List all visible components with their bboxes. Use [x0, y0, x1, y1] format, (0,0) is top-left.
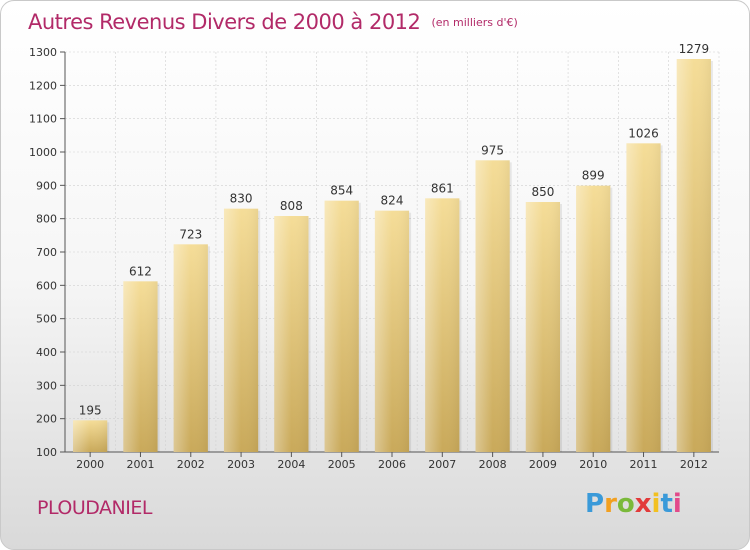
x-tick-label: 2011 [630, 458, 658, 471]
bar-highlight [626, 143, 661, 453]
y-tick-label: 1000 [29, 146, 57, 159]
chart-title: Autres Revenus Divers de 2000 à 2012 [28, 10, 421, 34]
x-tick-label: 2012 [680, 458, 708, 471]
x-tick-label: 2010 [579, 458, 607, 471]
data-label: 861 [431, 181, 454, 195]
bar-highlight [73, 420, 108, 452]
x-tick-label: 2003 [227, 458, 255, 471]
y-tick-label: 1100 [29, 113, 57, 126]
data-label: 612 [129, 264, 152, 278]
y-tick-label: 100 [36, 446, 57, 459]
y-tick-label: 500 [36, 313, 57, 326]
y-tick-label: 800 [36, 213, 57, 226]
bar-highlight [525, 202, 561, 452]
logo-letter: x [634, 489, 652, 519]
bar-highlight [374, 210, 410, 452]
y-tick-label: 700 [36, 246, 57, 259]
bar-highlight [123, 281, 158, 452]
bar-layer [73, 59, 713, 453]
bar-highlight [173, 244, 208, 452]
data-label: 195 [79, 403, 102, 417]
logo-letter: i [672, 489, 682, 519]
x-tick-label: 2004 [277, 458, 305, 471]
y-tick-label: 300 [36, 379, 57, 392]
x-tick-label: 2001 [126, 458, 154, 471]
y-tick-label: 900 [36, 179, 57, 192]
bar-highlight [223, 208, 259, 452]
logo-letter: t [660, 489, 673, 519]
data-label: 975 [481, 143, 504, 157]
proxiti-logo[interactable]: Proxiti [585, 489, 682, 519]
bar-highlight [324, 200, 359, 452]
y-tick-label: 1200 [29, 79, 57, 92]
chart-title-line: Autres Revenus Divers de 2000 à 2012 (en… [28, 10, 518, 34]
y-tick-label: 200 [36, 413, 57, 426]
data-label: 1279 [679, 42, 710, 56]
y-tick-label: 1300 [29, 46, 57, 59]
data-label: 854 [330, 184, 353, 198]
bar-highlight [676, 59, 711, 452]
data-label: 830 [230, 192, 253, 206]
bar-highlight [475, 160, 510, 453]
x-tick-label: 2009 [529, 458, 557, 471]
data-label: 723 [179, 227, 202, 241]
data-label: 899 [582, 169, 605, 183]
logo-letter: o [616, 489, 635, 519]
logo-letter: i [651, 489, 661, 519]
data-label: 808 [280, 199, 303, 213]
commune-name: PLOUDANIEL [37, 497, 152, 519]
x-tick-label: 2007 [428, 458, 456, 471]
bar-highlight [576, 185, 611, 452]
x-tick-label: 2000 [76, 458, 104, 471]
logo-letter: P [585, 489, 605, 519]
data-label: 1026 [628, 126, 659, 140]
data-label: 824 [381, 194, 404, 208]
x-tick-label: 2008 [479, 458, 507, 471]
chart-unit: (en milliers d'€) [431, 16, 518, 29]
y-tick-label: 400 [36, 346, 57, 359]
bar-highlight [274, 216, 309, 452]
axis-layer: 100 200 300 400 500 600 700 800 900 1000 1100 1200 1… [29, 46, 719, 471]
y-tick-label: 600 [36, 279, 57, 292]
label-layer: 195 612 723 830 808 854 824 861 975 850 899 1026 127… [79, 42, 709, 417]
logo-letter: r [604, 489, 617, 519]
x-tick-label: 2002 [177, 458, 205, 471]
data-label: 850 [531, 185, 554, 199]
x-tick-label: 2006 [378, 458, 406, 471]
bar-highlight [425, 198, 460, 452]
x-tick-label: 2005 [328, 458, 356, 471]
